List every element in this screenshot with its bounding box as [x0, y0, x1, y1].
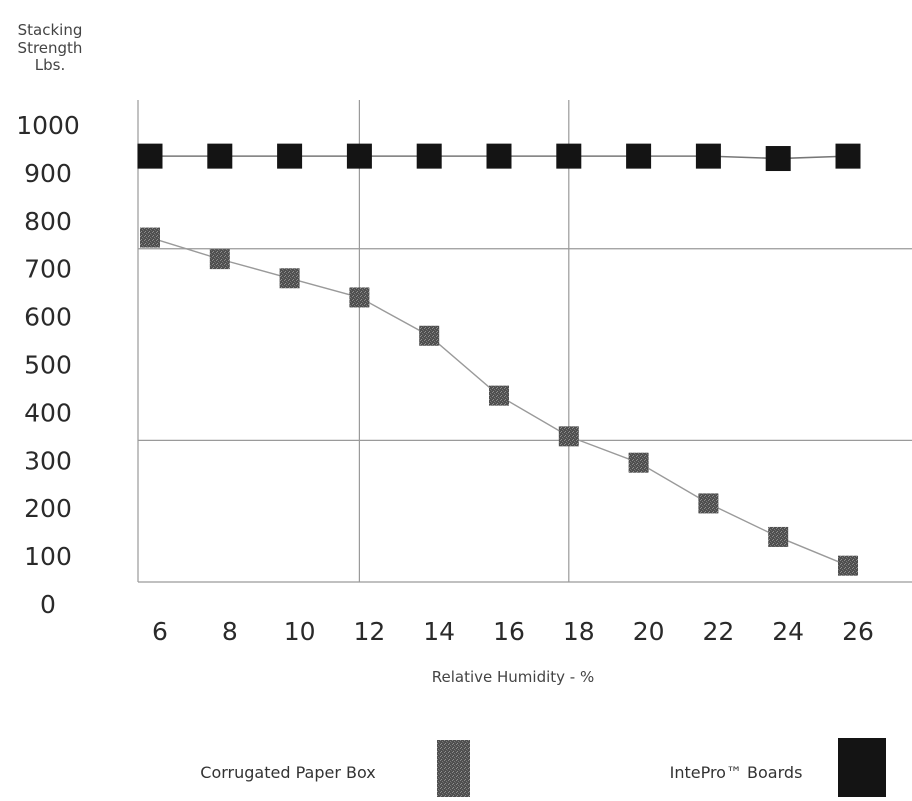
series-markers	[137, 143, 861, 576]
marker-corrugated-22	[698, 493, 719, 514]
y-tick-label: 900	[24, 159, 72, 188]
x-tick-label: 26	[842, 617, 874, 646]
y-tick-label: 500	[24, 351, 72, 380]
marker-intepro-20	[626, 143, 652, 169]
legend-swatch-intepro	[838, 738, 886, 797]
x-tick-label: 18	[563, 617, 595, 646]
marker-corrugated-14	[419, 325, 440, 346]
marker-intepro-16	[486, 143, 512, 169]
y-tick-label: 700	[24, 255, 72, 284]
marker-corrugated-12	[349, 287, 370, 308]
x-tick-label: 22	[702, 617, 734, 646]
marker-corrugated-16	[489, 385, 509, 406]
x-tick-label: 24	[772, 617, 804, 646]
y-tick-label: 400	[24, 398, 72, 427]
x-tick-label: 8	[222, 617, 238, 646]
marker-corrugated-6	[140, 227, 160, 248]
marker-corrugated-24	[768, 526, 789, 547]
y-tick-label: 200	[24, 494, 72, 523]
x-tick-label: 14	[423, 617, 455, 646]
marker-intepro-8	[207, 143, 233, 169]
marker-intepro-22	[695, 143, 721, 169]
y-axis-label-line: Lbs.	[35, 56, 65, 74]
y-tick-label: 300	[24, 446, 72, 475]
x-tick-label: 12	[353, 617, 385, 646]
marker-corrugated-26	[838, 555, 858, 576]
marker-intepro-10	[277, 143, 303, 169]
y-tick-label: 800	[24, 207, 72, 236]
x-tick-label: 20	[633, 617, 665, 646]
x-tick-label: 6	[152, 617, 168, 646]
y-tick-label: 0	[40, 590, 56, 619]
marker-intepro-14	[416, 143, 442, 169]
marker-intepro-6	[137, 143, 163, 169]
y-tick-label: 100	[24, 542, 72, 571]
marker-corrugated-18	[558, 426, 579, 447]
marker-corrugated-8	[209, 249, 230, 270]
legend-swatch-corrugated	[437, 740, 470, 797]
marker-intepro-18	[556, 143, 582, 169]
legend-label-intepro: IntePro™ Boards	[670, 763, 803, 782]
legend: Corrugated Paper Box IntePro™ Boards	[200, 738, 886, 797]
x-tick-label: 16	[493, 617, 525, 646]
y-tick-label: 600	[24, 303, 72, 332]
x-tick-label: 10	[284, 617, 316, 646]
marker-corrugated-20	[628, 452, 649, 473]
marker-corrugated-10	[279, 268, 300, 289]
y-axis-label-line: Strength	[18, 39, 83, 57]
marker-intepro-26	[835, 143, 861, 169]
marker-intepro-12	[346, 143, 372, 169]
grid	[137, 100, 912, 583]
marker-intepro-24	[765, 146, 791, 172]
series-lines	[149, 155, 849, 567]
legend-label-corrugated: Corrugated Paper Box	[200, 763, 375, 782]
y-tick-label: 1000	[16, 111, 80, 140]
x-axis-label: Relative Humidity - %	[432, 668, 594, 686]
x-tick-labels: 6 8 10 12 14 16 18 20 22 24 26	[152, 617, 874, 646]
y-axis-label-line: Stacking	[18, 21, 83, 39]
